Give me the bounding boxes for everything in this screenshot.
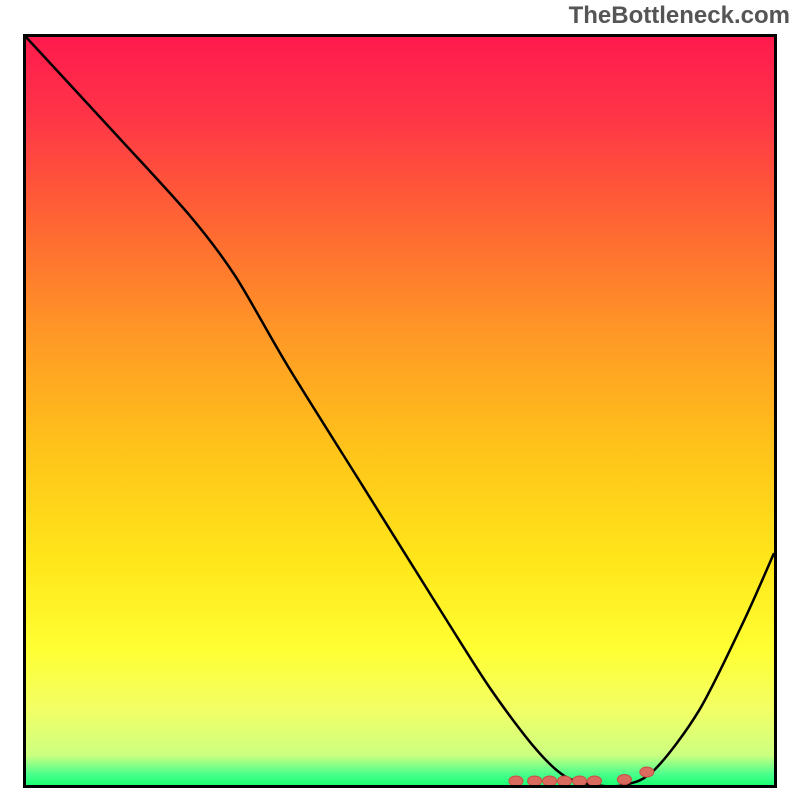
chart-curve-layer bbox=[26, 37, 774, 785]
chart-marker bbox=[558, 776, 572, 785]
chart-curve bbox=[26, 37, 774, 785]
chart-inner bbox=[26, 37, 774, 785]
chart-marker bbox=[543, 776, 557, 785]
chart-frame bbox=[23, 34, 777, 788]
chart-marker bbox=[509, 776, 523, 785]
chart-marker bbox=[528, 776, 542, 785]
watermark-text: TheBottleneck.com bbox=[569, 2, 790, 30]
chart-marker bbox=[640, 767, 654, 777]
chart-marker bbox=[587, 776, 601, 785]
chart-marker bbox=[617, 775, 631, 785]
chart-marker bbox=[573, 776, 587, 785]
